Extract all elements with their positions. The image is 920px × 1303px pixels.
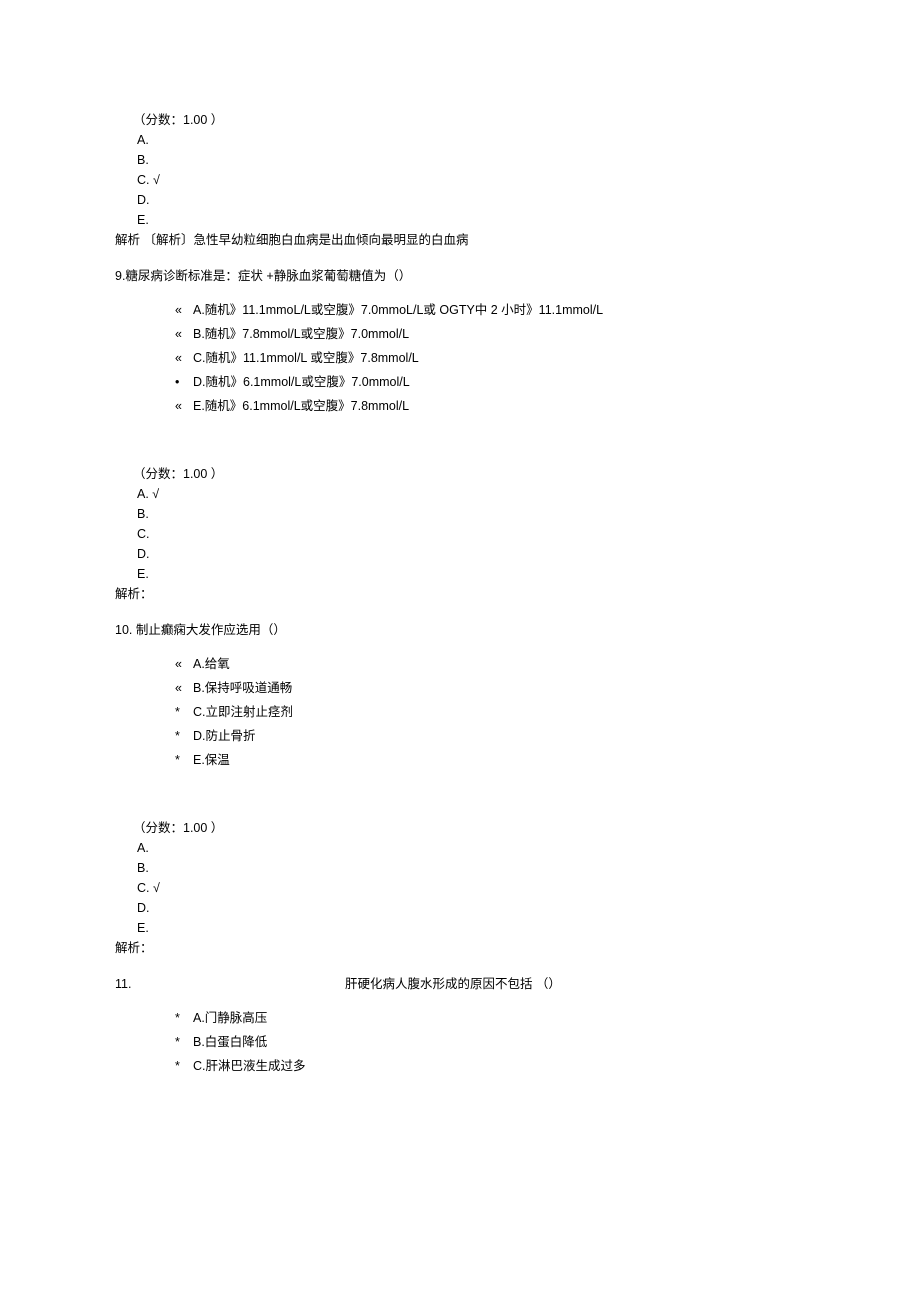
option-d: *D.防止骨折	[175, 726, 790, 746]
option-text: D.随机》6.1mmol/L或空腹》7.0mmol/L	[193, 375, 410, 389]
option-text: B.保持呼吸道通畅	[193, 681, 292, 695]
answer-option-d: D.	[137, 898, 790, 918]
option-e: *E.保温	[175, 750, 790, 770]
answer-option-b: B.	[137, 858, 790, 878]
answer-option-a: A. √	[137, 484, 790, 504]
option-text: C.随机》11.1mmol/L 或空腹》7.8mmol/L	[193, 351, 419, 365]
document-page: （分数：1.00 ） A. B. C. √ D. E. 解析 〔解析〕急性早幼粒…	[0, 0, 920, 1152]
answer-option-b: B.	[137, 504, 790, 524]
bullet-icon: *	[175, 750, 193, 770]
question-stem: 肝硬化病人腹水形成的原因不包括 （）	[345, 974, 561, 994]
answer-option-a: A.	[137, 838, 790, 858]
bullet-icon: *	[175, 726, 193, 746]
answer-option-e: E.	[137, 210, 790, 230]
option-list: «A.随机》11.1mmoL/L或空腹》7.0mmoL/L或 OGTY中 2 小…	[175, 300, 790, 416]
bullet-icon: «	[175, 654, 193, 674]
bullet-icon: «	[175, 678, 193, 698]
option-text: E.随机》6.1mmol/L或空腹》7.8mmol/L	[193, 399, 409, 413]
option-text: E.保温	[193, 753, 230, 767]
question-stem-line: 11. 肝硬化病人腹水形成的原因不包括 （）	[115, 974, 790, 994]
option-text: D.防止骨折	[193, 729, 256, 743]
bullet-icon: *	[175, 1032, 193, 1052]
option-text: C.立即注射止痉剂	[193, 705, 293, 719]
question-number: 11.	[115, 977, 131, 991]
option-c: «C.随机》11.1mmol/L 或空腹》7.8mmol/L	[175, 348, 790, 368]
answer-option-c: C. √	[137, 170, 790, 190]
option-b: «B.随机》7.8mmol/L或空腹》7.0mmol/L	[175, 324, 790, 344]
option-text: A.给氧	[193, 657, 230, 671]
option-text: C.肝淋巴液生成过多	[193, 1059, 306, 1073]
option-text: B.白蛋白降低	[193, 1035, 267, 1049]
option-b: *B.白蛋白降低	[175, 1032, 790, 1052]
answer-option-e: E.	[137, 918, 790, 938]
bullet-icon: «	[175, 300, 193, 320]
bullet-icon: «	[175, 324, 193, 344]
answer-option-d: D.	[137, 544, 790, 564]
option-d: •D.随机》6.1mmol/L或空腹》7.0mmol/L	[175, 372, 790, 392]
option-c: *C.立即注射止痉剂	[175, 702, 790, 722]
option-a: *A.门静脉高压	[175, 1008, 790, 1028]
score-label: （分数：1.00 ）	[133, 818, 790, 838]
bullet-icon: *	[175, 1008, 193, 1028]
bullet-icon: «	[175, 348, 193, 368]
option-a: «A.随机》11.1mmoL/L或空腹》7.0mmoL/L或 OGTY中 2 小…	[175, 300, 790, 320]
score-label: （分数：1.00 ）	[133, 464, 790, 484]
bullet-icon: «	[175, 396, 193, 416]
option-text: A.随机》11.1mmoL/L或空腹》7.0mmoL/L或 OGTY中 2 小时…	[193, 303, 603, 317]
question-stem: 10. 制止癫痫大发作应选用（）	[115, 620, 790, 640]
answer-option-a: A.	[137, 130, 790, 150]
answer-option-e: E.	[137, 564, 790, 584]
explanation-text: 解析：	[115, 938, 790, 958]
explanation-text: 解析：	[115, 584, 790, 604]
score-label: （分数：1.00 ）	[133, 110, 790, 130]
option-list: «A.给氧 «B.保持呼吸道通畅 *C.立即注射止痉剂 *D.防止骨折 *E.保…	[175, 654, 790, 770]
option-a: «A.给氧	[175, 654, 790, 674]
option-text: A.门静脉高压	[193, 1011, 267, 1025]
question-8-block: （分数：1.00 ） A. B. C. √ D. E. 解析 〔解析〕急性早幼粒…	[115, 110, 790, 250]
option-b: «B.保持呼吸道通畅	[175, 678, 790, 698]
question-stem: 9.糖尿病诊断标准是：症状 +静脉血浆葡萄糖值为（）	[115, 266, 790, 286]
option-e: «E.随机》6.1mmol/L或空腹》7.8mmol/L	[175, 396, 790, 416]
option-text: B.随机》7.8mmol/L或空腹》7.0mmol/L	[193, 327, 409, 341]
bullet-icon: •	[175, 372, 193, 392]
bullet-icon: *	[175, 702, 193, 722]
option-c: *C.肝淋巴液生成过多	[175, 1056, 790, 1076]
answer-option-c: C. √	[137, 878, 790, 898]
answer-option-d: D.	[137, 190, 790, 210]
explanation-text: 解析 〔解析〕急性早幼粒细胞白血病是出血倾向最明显的白血病	[115, 230, 790, 250]
question-11-block: 11. 肝硬化病人腹水形成的原因不包括 （） *A.门静脉高压 *B.白蛋白降低…	[115, 974, 790, 1076]
option-list: *A.门静脉高压 *B.白蛋白降低 *C.肝淋巴液生成过多	[175, 1008, 790, 1076]
answer-option-b: B.	[137, 150, 790, 170]
question-9-block: 9.糖尿病诊断标准是：症状 +静脉血浆葡萄糖值为（） «A.随机》11.1mmo…	[115, 266, 790, 604]
question-10-block: 10. 制止癫痫大发作应选用（） «A.给氧 «B.保持呼吸道通畅 *C.立即注…	[115, 620, 790, 958]
bullet-icon: *	[175, 1056, 193, 1076]
answer-option-c: C.	[137, 524, 790, 544]
